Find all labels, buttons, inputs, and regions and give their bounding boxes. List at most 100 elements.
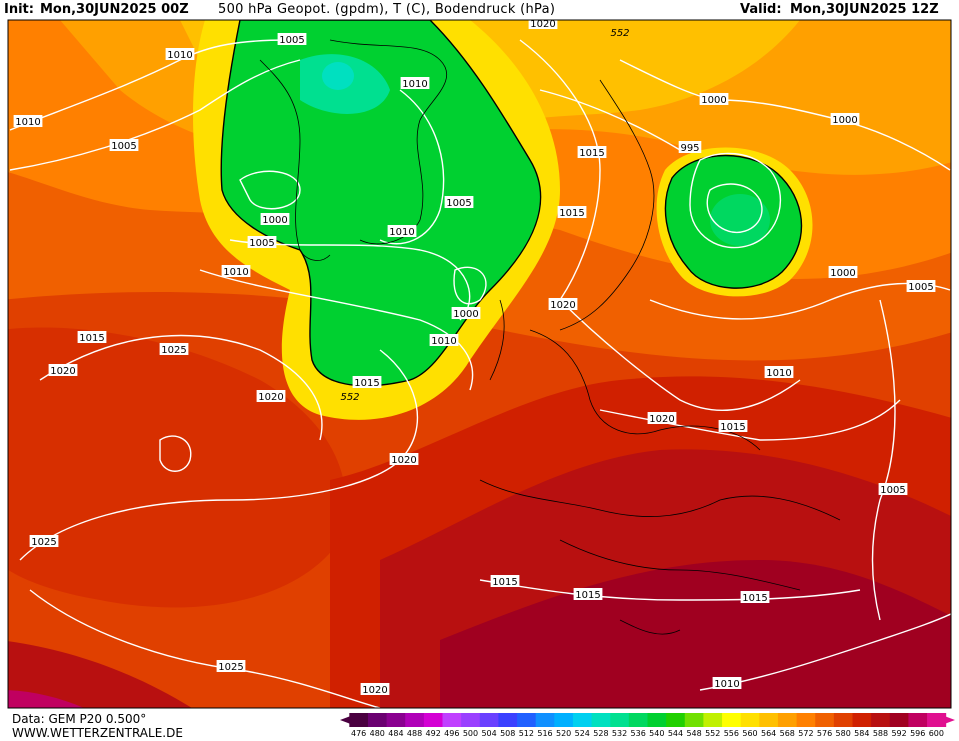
isobar-label-bg [548, 298, 578, 310]
isobar-label: 1015 [579, 148, 604, 159]
colorbar-swatch [498, 713, 518, 727]
isobar-label: 1005 [880, 485, 905, 496]
colorbar-swatch [386, 713, 406, 727]
valid-label: Valid: [740, 2, 782, 17]
isobar-label-bg [400, 77, 430, 89]
colorbar-swatch [367, 713, 388, 727]
website: WWW.WETTERZENTRALE.DE [12, 726, 183, 740]
map-frame [7, 19, 952, 709]
colorbar-arrow-high [936, 713, 955, 727]
colorbar-swatch [423, 713, 443, 727]
isobar-label: 1015 [720, 422, 745, 433]
colorbar-tick-label: 484 [388, 729, 403, 738]
colorbar-tick-label: 480 [370, 729, 385, 738]
colorbar-swatch [572, 713, 593, 727]
isobar-label-bg [277, 33, 307, 45]
isobar-label-bg [573, 588, 603, 600]
isobar-label: 1015 [742, 593, 767, 604]
isobar-label: 1010 [766, 368, 791, 379]
isobar-label: 1010 [389, 227, 414, 238]
isobar-label-bg [878, 483, 908, 495]
isobar-label-bg [387, 225, 417, 237]
colorbar-swatch [442, 713, 462, 727]
isobar-label-bg [29, 535, 59, 547]
colorbar-tick-label: 552 [705, 729, 720, 738]
isobar-label-bg [451, 307, 481, 319]
isobar-label-bg [77, 331, 107, 343]
isobar-label-bg [577, 146, 607, 158]
isobar-label: 1025 [31, 537, 56, 548]
colorbar-swatch [405, 713, 425, 727]
isobar-label-bg [13, 115, 43, 127]
colorbar-swatch [684, 713, 704, 727]
colorbar-tick-label: 520 [556, 729, 571, 738]
colorbar-swatch [759, 713, 779, 727]
colorbar-swatch [777, 713, 798, 727]
colorbar-swatch [610, 713, 630, 727]
isobar-label-bg [444, 196, 474, 208]
isobar-label-bg [109, 139, 139, 151]
colorbar: 476 480 484 488 492 496 500 504 508 512 516 520 524 5… [340, 713, 955, 738]
colorbar-tick-label: 512 [519, 729, 534, 738]
isobar-label-bg [429, 334, 459, 346]
colorbar-tick-label: 540 [649, 729, 664, 738]
isobar-label-bg [712, 677, 742, 689]
geopotential-label: 552 [340, 392, 359, 403]
colorbar-tick-label: 560 [742, 729, 757, 738]
coastlines [259, 39, 841, 635]
colorbar-swatch [349, 713, 369, 727]
isobar-label-bg [48, 364, 78, 376]
isobar-value-labels: 1005 1010 1010 1005 1010 1020 1000 1000 1015 995 1… [13, 17, 936, 696]
isobar-label-bg [216, 660, 246, 672]
isobar-label: 1015 [575, 590, 600, 601]
isobar-label-bg [718, 420, 748, 432]
isobar-label-bg [647, 412, 677, 424]
isobar-label: 1025 [218, 662, 243, 673]
map-title: 500 hPa Geopot. (gpdm), T (C), Bodendruc… [218, 2, 556, 17]
isobar-label-bg [906, 280, 936, 292]
isobar-label: 995 [680, 143, 699, 154]
geopotential-label: 552 [610, 28, 629, 39]
init-label: Init: [4, 2, 34, 17]
colorbar-tick-label: 592 [891, 729, 906, 738]
colorbar-tick-label: 580 [836, 729, 851, 738]
colorbar-swatch [722, 713, 742, 727]
data-source: Data: GEM P20 0.500° [12, 712, 147, 726]
colorbar-swatch [889, 713, 909, 727]
colorbar-swatch [815, 713, 835, 727]
isobar-label: 1005 [111, 141, 136, 152]
isobar-label: 1010 [223, 267, 248, 278]
colorbar-tick-label: 548 [686, 729, 701, 738]
isobar-label: 1000 [453, 309, 478, 320]
isobar-label-bg [490, 575, 520, 587]
geopotential-labels: 552 552 [340, 28, 629, 403]
isobar-label: 1025 [161, 345, 186, 356]
isobar-label: 1010 [15, 117, 40, 128]
map-header: Init: Mon,30JUN2025 00Z 500 hPa Geopot. … [0, 0, 959, 20]
colorbar-swatch [628, 713, 648, 727]
valid-value: Mon,30JUN2025 12Z [790, 2, 939, 17]
isobar-label-bg [165, 48, 195, 60]
colorbar-swatch [554, 713, 574, 727]
isobar-label: 1010 [402, 79, 427, 90]
colorbar-tick-label: 600 [929, 729, 944, 738]
colorbar-swatch [535, 713, 555, 727]
isobar-label: 1020 [391, 455, 416, 466]
isobar-label: 1010 [714, 679, 739, 690]
isobar-label-bg [764, 366, 794, 378]
isobar-label-bg [699, 93, 729, 105]
isobar-label: 1020 [649, 414, 674, 425]
isobar-label-bg [740, 591, 770, 603]
colorbar-swatch [908, 713, 928, 727]
colorbar-swatch [647, 713, 667, 727]
isobar-label: 1015 [354, 378, 379, 389]
isobar-label-bg [830, 113, 860, 125]
colorbar-swatch [703, 713, 723, 727]
colorbar-swatch [591, 713, 611, 727]
isobar-label: 1020 [530, 19, 555, 30]
isobar-label-bg [247, 236, 277, 248]
colorbar-tick-label: 504 [481, 729, 496, 738]
colorbar-tick-label: 476 [351, 729, 366, 738]
